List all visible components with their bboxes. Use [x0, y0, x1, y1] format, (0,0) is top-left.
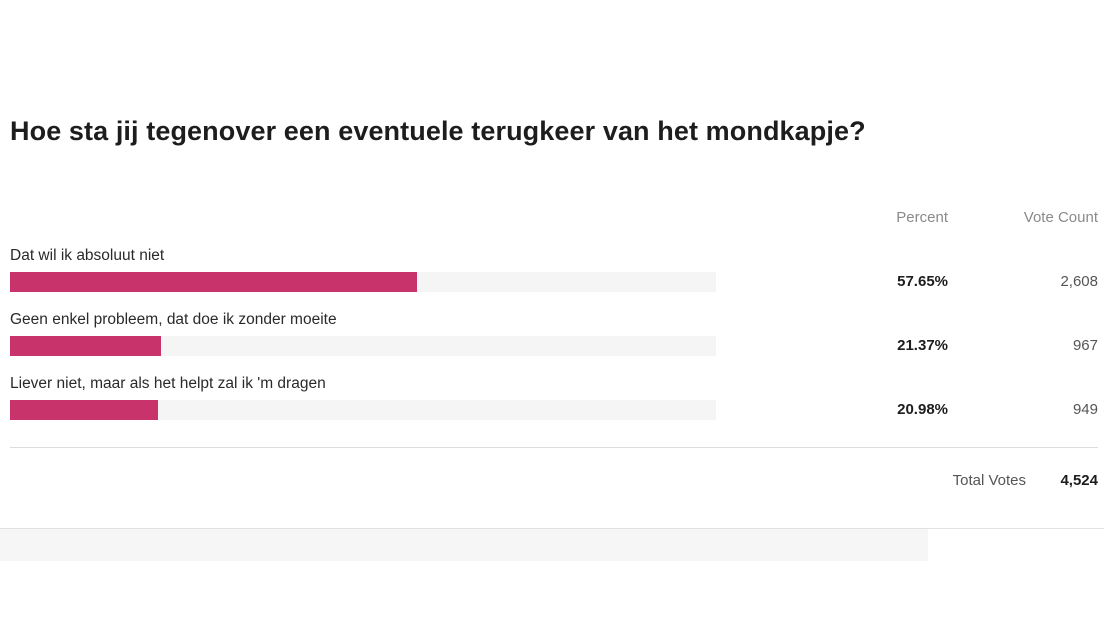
poll-option-label: Dat wil ik absoluut niet — [10, 247, 165, 264]
poll-option-row: Geen enkel probleem, dat doe ik zonder m… — [10, 308, 1098, 372]
poll-option-vote-count: 949 — [1072, 401, 1098, 418]
footer-divider — [0, 528, 1104, 529]
poll-bar-track — [10, 336, 716, 356]
poll-bar — [10, 336, 161, 356]
chart-title: Hoe sta jij tegenover een eventuele teru… — [10, 116, 866, 146]
vote-count-column-header: Vote Count — [1023, 209, 1098, 226]
poll-option-vote-count: 967 — [1072, 337, 1098, 354]
poll-bar-track — [10, 400, 716, 420]
total-votes-label: Total Votes — [952, 472, 1026, 489]
poll-option-label: Geen enkel probleem, dat doe ik zonder m… — [10, 311, 337, 328]
poll-results: Dat wil ik absoluut niet 57.65% 2,608 Geen … — [10, 244, 1098, 436]
poll-option-percent: 57.65% — [897, 273, 948, 290]
percent-column-header: Percent — [896, 209, 948, 226]
poll-bar — [10, 400, 159, 420]
footer-band — [0, 529, 928, 561]
total-votes-value: 4,524 — [1060, 472, 1098, 489]
poll-option-row: Liever niet, maar als het helpt zal ik '… — [10, 372, 1098, 436]
poll-bar-track — [10, 272, 716, 292]
poll-option-percent: 21.37% — [897, 337, 948, 354]
poll-option-row: Dat wil ik absoluut niet 57.65% 2,608 — [10, 244, 1098, 308]
poll-option-vote-count: 2,608 — [1060, 273, 1098, 290]
results-divider — [10, 447, 1098, 448]
poll-bar — [10, 272, 417, 292]
poll-option-percent: 20.98% — [897, 401, 948, 418]
poll-option-label: Liever niet, maar als het helpt zal ik '… — [10, 375, 326, 392]
